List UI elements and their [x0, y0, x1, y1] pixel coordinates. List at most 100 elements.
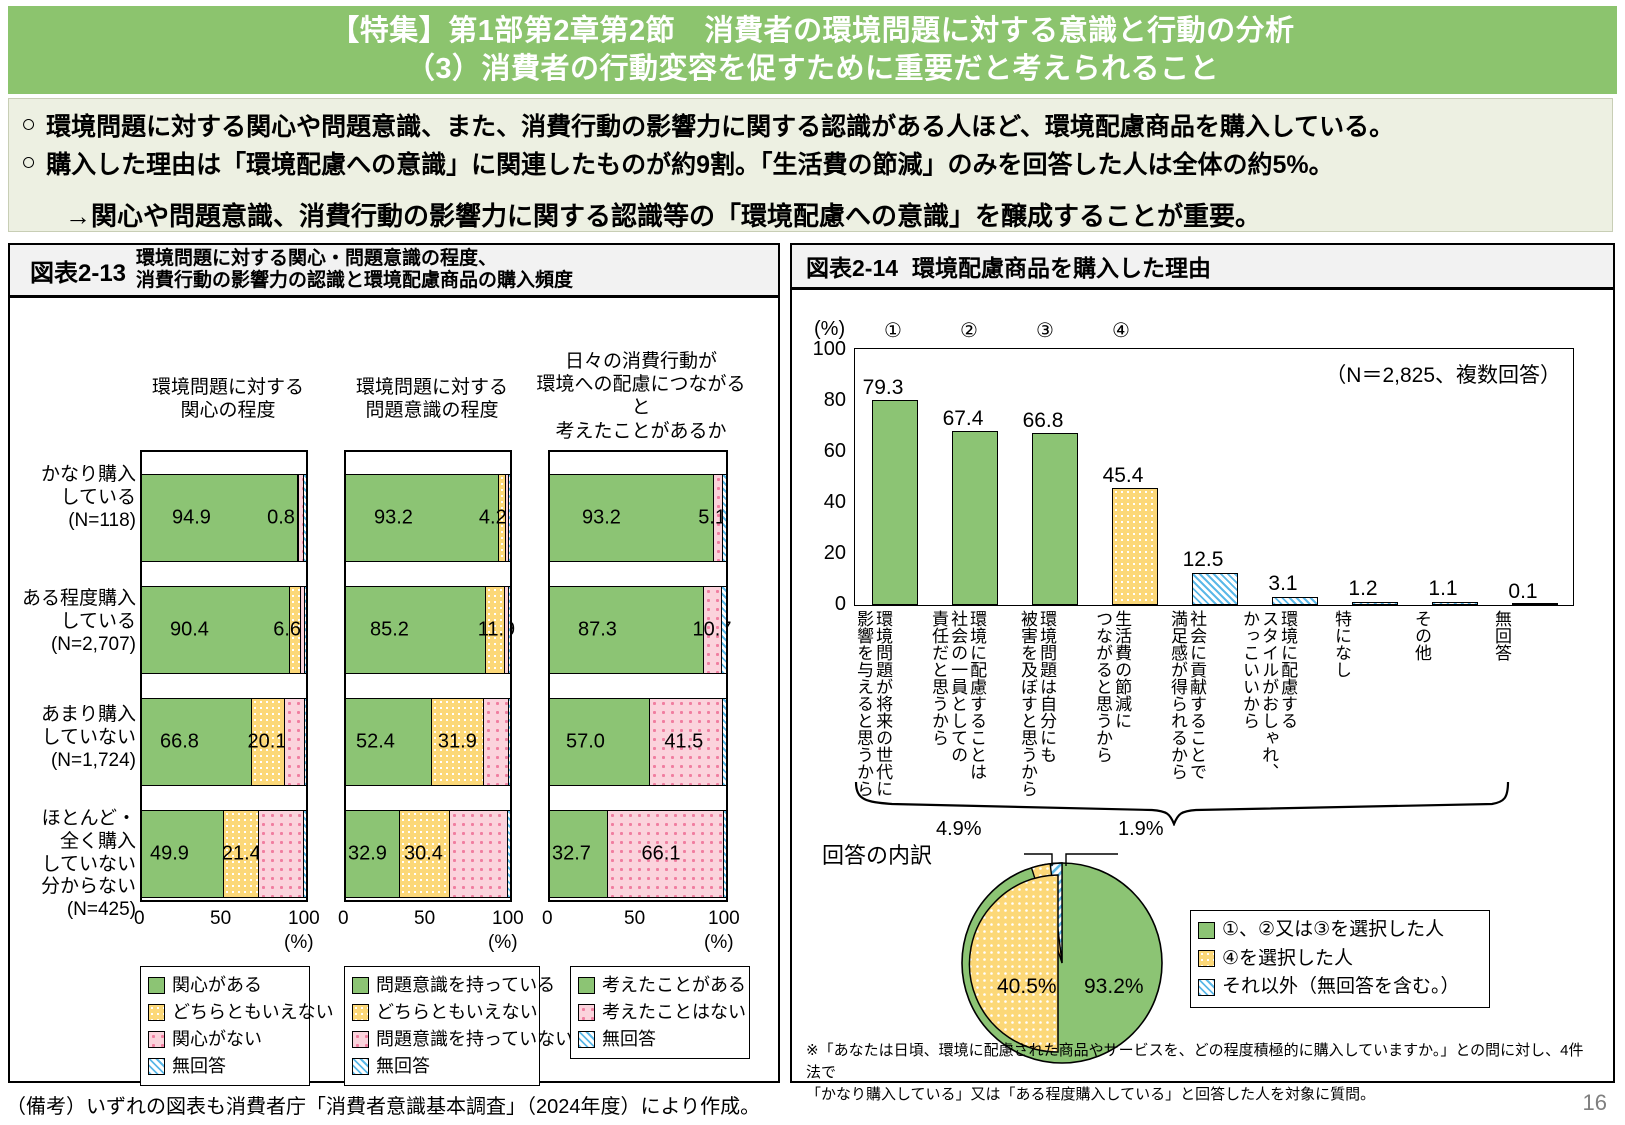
segment-value: 30.4: [403, 842, 443, 865]
subchart-3-plot: 93.2 5.1 87.3 10.7: [548, 450, 731, 902]
segment-blue: [723, 475, 726, 561]
bar-9[interactable]: [1512, 603, 1558, 605]
segment-blue: [304, 699, 306, 785]
bar-1[interactable]: [872, 400, 918, 605]
x-category-8: その他: [1412, 610, 1432, 661]
legend-item[interactable]: 考えたことがある: [578, 972, 746, 999]
legend-item[interactable]: 問題意識を持っていない: [352, 1026, 573, 1053]
legend-item[interactable]: どちらともいえない: [148, 999, 334, 1026]
segment-yellow: 6.6: [273, 587, 302, 673]
legend-label: ①、②又は③を選択した人: [1222, 919, 1445, 940]
page-number: 16: [1582, 1090, 1607, 1115]
legend-item[interactable]: 無回答: [352, 1053, 532, 1080]
sample-size-note: （N＝2,825、複数回答）: [1325, 364, 1561, 387]
x-tick-50: 50: [624, 908, 646, 929]
legend-item[interactable]: 問題意識を持っている: [352, 972, 555, 999]
segment-green: 85.2: [346, 587, 486, 673]
slide-title-bar: 【特集】第1部第2章第2節 消費者の環境問題に対する意識と行動の分析 （3）消費…: [8, 6, 1617, 94]
bar-2[interactable]: [952, 431, 998, 605]
summary-point-1-row: ○ 環境問題に対する関心や問題意識、また、消費行動の影響力に関する認識がある人ほ…: [21, 112, 1600, 143]
bar-5[interactable]: [1192, 572, 1238, 605]
pie-chart: 40.5% 93.2%: [961, 853, 1163, 1064]
segment-blue: [304, 587, 306, 673]
segment-pink: [258, 811, 304, 897]
legend-swatch-blue: [352, 1058, 369, 1075]
segment-value: 32.9: [348, 842, 387, 865]
bar-4[interactable]: [1112, 487, 1158, 605]
legend-label: 無回答: [376, 1056, 430, 1076]
legend-label: どちらともいえない: [376, 1002, 538, 1022]
figure-2-13-title: 環境問題に対する関心・問題意識の程度、 消費行動の影響力の認識と環境配慮商品の購…: [136, 248, 573, 293]
segment-value: 90.4: [170, 618, 209, 641]
figure-2-13-title-line2: 消費行動の影響力の認識と環境配慮商品の購入頻度: [136, 270, 574, 291]
legend-swatch-blue: [148, 1058, 165, 1075]
segment-green: 66.8: [142, 699, 252, 785]
bar-value-9: 0.1: [1508, 580, 1538, 603]
x-tick-50: 50: [210, 908, 232, 929]
table-row: 87.3 10.7: [550, 586, 731, 674]
segment-pink: [298, 475, 305, 561]
table-row: 57.0 41.5: [550, 698, 726, 786]
segment-green: 94.9: [142, 475, 298, 561]
segment-value: 87.3: [578, 618, 617, 641]
footnote-line2: 「かなり購入している」又は「ある程度購入している」と回答した人を対象に質問。: [806, 1085, 1376, 1103]
x-tick-50: 50: [414, 908, 436, 929]
bar-8[interactable]: [1432, 602, 1478, 605]
segment-pink: [284, 699, 305, 785]
category-label-1: ある程度購入 している (N=2,707): [21, 588, 136, 655]
segment-value: 5.1: [698, 506, 726, 529]
x-category-1: 環境問題が将来の世代に 影響を与えると思うから: [854, 610, 893, 797]
table-row: 85.2 11.9: [346, 586, 515, 674]
table-row: 94.9 0.8: [142, 474, 306, 562]
pie-caption: 回答の内訳: [822, 843, 933, 868]
figure-2-14-plot-area: （N＝2,825、複数回答）: [854, 348, 1574, 606]
circled-marker-2: ②: [960, 320, 978, 342]
legend-swatch-green: [352, 977, 369, 994]
segment-pink: [449, 811, 508, 897]
legend-item[interactable]: 関心がある: [148, 972, 302, 999]
segment-value: 21.4: [221, 842, 261, 865]
legend-item[interactable]: それ以外（無回答を含む。）: [1198, 973, 1482, 1002]
segment-blue: [723, 699, 726, 785]
legend-label: 関心がある: [172, 975, 262, 995]
segment-value: 32.7: [552, 842, 591, 865]
circled-marker-1: ①: [884, 320, 902, 342]
bar-value-7: 1.2: [1348, 577, 1378, 600]
subchart-2-heading: 環境問題に対する 問題意識の程度: [355, 377, 508, 422]
x-category-5: 社会に貢献することで 満足感が得られるから: [1168, 610, 1207, 780]
legend-item[interactable]: ①、②又は③を選択した人: [1198, 916, 1482, 945]
bar-6[interactable]: [1272, 597, 1318, 605]
segment-value: 10.7: [692, 618, 732, 641]
bar-value-8: 1.1: [1428, 577, 1458, 600]
table-row: 32.9 30.4: [346, 810, 510, 898]
legend-item[interactable]: どちらともいえない: [352, 999, 538, 1026]
x-category-3: 環境問題は自分にも 被害を及ぼすと思うから: [1018, 610, 1057, 797]
summary-conclusion: →関心や問題意識、消費行動の影響力に関する認識等の「環境配慮への意識」を醸成する…: [65, 201, 1262, 231]
legend-item[interactable]: 関心がない: [148, 1026, 302, 1053]
legend-item[interactable]: 無回答: [578, 1026, 742, 1053]
x-tick-0: 0: [338, 908, 349, 929]
category-label-3: ほとんど・ 全く購入 していない 分からない (N=425): [40, 808, 136, 921]
segment-pink: 5.1: [698, 475, 726, 561]
legend-label: それ以外（無回答を含む。）: [1222, 976, 1460, 997]
segment-pink: 10.7: [693, 587, 731, 673]
bar-7[interactable]: [1352, 601, 1398, 605]
legend-swatch-pink: [148, 1031, 165, 1048]
legend-item[interactable]: 考えたことはない: [578, 999, 746, 1026]
x-tick-100: 100: [288, 908, 320, 929]
segment-green: 90.4: [142, 587, 291, 673]
segment-pink: [505, 587, 509, 673]
circle-bullet-icon: ○: [21, 110, 37, 138]
legend-item[interactable]: 無回答: [148, 1053, 302, 1080]
table-row: 49.9 21.4: [142, 810, 306, 898]
pie-label-1-9: 1.9%: [1118, 818, 1164, 840]
y-tick-0: 0: [834, 593, 846, 615]
legend-swatch-yellow: [1198, 950, 1215, 968]
legend-item[interactable]: ④を選択した人: [1198, 945, 1482, 974]
y-tick-100: 100: [812, 338, 846, 360]
segment-pink: [301, 587, 305, 673]
table-row: 93.2 4.2: [346, 474, 510, 562]
bar-3[interactable]: [1032, 432, 1078, 605]
y-tick-40: 40: [823, 491, 846, 513]
legend-swatch-yellow: [352, 1004, 369, 1021]
